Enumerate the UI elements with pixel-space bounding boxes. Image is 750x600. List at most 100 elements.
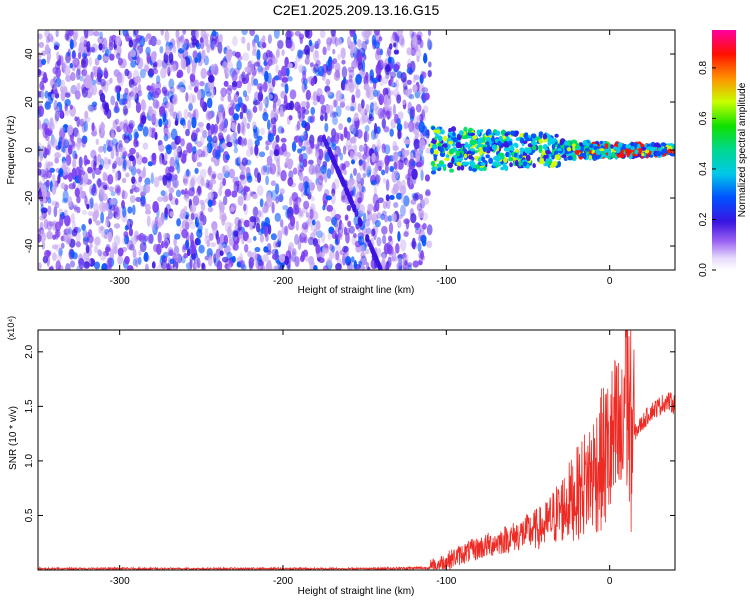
spectrogram-cell <box>86 40 91 53</box>
spectrogram-cell <box>134 37 141 44</box>
spectrogram-cell <box>287 76 293 82</box>
spectrogram-cell <box>113 204 119 216</box>
spectrogram-cell <box>381 225 388 235</box>
spectrogram-cell <box>353 59 359 69</box>
spectrogram-cell <box>303 109 310 115</box>
spectrogram-cell <box>354 209 359 218</box>
spectrogram-cell <box>168 44 174 55</box>
spectrogram-cell <box>202 129 208 139</box>
spectrogram-cell <box>116 185 122 196</box>
spectrogram-cell <box>114 85 120 94</box>
spectrogram-cell <box>277 108 281 115</box>
spectrogram-cell <box>358 144 364 153</box>
spectrogram-cell <box>112 119 118 130</box>
spectrogram-cell <box>199 220 204 227</box>
spectrogram-cell <box>359 265 366 270</box>
spectrogram-y-tick-label: -20 <box>24 190 35 205</box>
spectrogram-cell <box>123 159 127 171</box>
spectrogram-cell <box>238 231 244 240</box>
spectrogram-cell <box>38 69 42 75</box>
spectrogram-cell <box>107 158 112 165</box>
spectrogram-cell <box>302 249 309 257</box>
spectrogram-cell <box>113 245 118 255</box>
spectrogram-cell <box>270 233 277 241</box>
spectrogram-cell <box>38 233 42 243</box>
spectrogram-cell <box>403 218 410 225</box>
spectrogram-cell <box>518 154 523 159</box>
spectrogram-cell <box>298 172 304 179</box>
spectrogram-cell <box>227 50 232 62</box>
spectrogram-cell <box>526 163 530 169</box>
spectrogram-cell <box>656 151 662 155</box>
spectrogram-cell <box>547 160 552 165</box>
spectrogram-cell <box>132 248 137 259</box>
spectrogram-cell <box>66 51 71 57</box>
snr-x-tick-label: -300 <box>110 576 130 587</box>
colorbar-tick-label: 0.2 <box>698 212 709 226</box>
spectrogram-cell <box>357 197 363 204</box>
spectrogram-cell <box>145 209 151 215</box>
spectrogram-cell <box>218 123 224 133</box>
spectrogram-cell <box>382 234 387 245</box>
spectrogram-cell <box>356 51 363 62</box>
spectrogram-cell <box>305 89 312 101</box>
spectrogram-cell <box>335 165 340 174</box>
spectrogram-cell <box>316 230 323 239</box>
spectrogram-cell <box>143 235 149 242</box>
spectrogram-cell <box>99 186 104 195</box>
spectrogram-cell <box>165 45 170 56</box>
spectrogram-cell <box>162 96 168 106</box>
spectrogram-cell <box>58 247 63 257</box>
spectrogram-cell <box>97 249 102 257</box>
spectrogram-cell <box>433 149 439 155</box>
spectrogram-cell <box>151 154 157 166</box>
spectrogram-cell <box>265 163 270 176</box>
spectrogram-x-tick-label: -200 <box>273 276 293 287</box>
spectrogram-cell <box>234 94 239 101</box>
spectrogram-cell <box>293 204 300 215</box>
spectrogram-x-tick-label: 0 <box>607 276 613 287</box>
spectrogram-cell <box>227 260 232 270</box>
spectrogram-cell <box>228 168 236 179</box>
spectrogram-cell <box>83 236 90 242</box>
spectrogram-cell <box>276 157 280 168</box>
spectrogram-cell <box>120 73 125 83</box>
spectrogram-cell <box>191 37 198 46</box>
spectrogram-cell <box>264 140 270 146</box>
spectrogram-cell <box>186 218 194 225</box>
spectrogram-cell <box>363 145 367 153</box>
spectrogram-cell <box>241 36 246 44</box>
spectrogram-cell <box>117 254 123 265</box>
spectrogram-cell <box>661 148 667 154</box>
spectrogram-cell <box>448 131 453 136</box>
spectrogram-cell <box>114 171 119 182</box>
spectrogram-cell <box>93 155 98 167</box>
spectrogram-cell <box>218 33 223 44</box>
spectrogram-cell <box>239 111 244 120</box>
spectrogram-cell <box>333 70 341 82</box>
spectrogram-cell <box>56 51 60 61</box>
spectrogram-cell <box>328 150 333 159</box>
spectrogram-cell <box>259 234 265 243</box>
spectrogram-cell <box>196 211 202 224</box>
spectrogram-cell <box>326 168 332 179</box>
spectrogram-cell <box>246 122 251 130</box>
spectrogram-cell <box>271 201 275 214</box>
spectrogram-cell <box>183 193 189 201</box>
spectrogram-cell <box>461 161 467 166</box>
spectrogram-cell <box>273 30 280 39</box>
spectrogram-cell <box>100 121 105 134</box>
spectrogram-cell <box>275 49 280 59</box>
spectrogram-cell <box>485 141 490 146</box>
spectrogram-cell <box>362 35 370 41</box>
spectrogram-cell <box>130 60 137 68</box>
spectrogram-cell <box>58 109 64 117</box>
colorbar-gradient <box>712 30 736 270</box>
spectrogram-cell <box>199 81 205 87</box>
spectrogram-cell <box>237 219 242 232</box>
spectrogram-cell <box>122 150 128 157</box>
spectrogram-cell <box>311 257 315 267</box>
spectrogram-cell <box>393 170 399 180</box>
snr-series-line <box>38 330 675 570</box>
spectrogram-cell <box>404 139 411 145</box>
